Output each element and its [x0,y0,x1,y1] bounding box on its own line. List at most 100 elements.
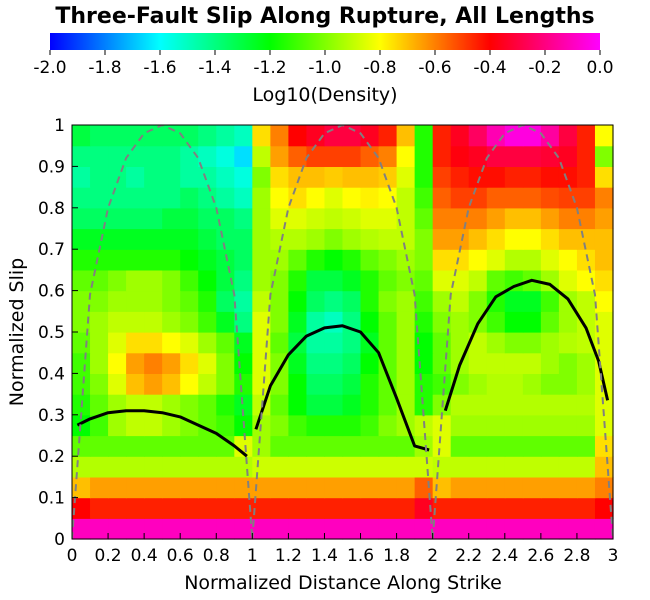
heatmap-cell [216,249,235,271]
colorbar-tick-label: -0.8 [363,58,396,78]
heatmap-cell [72,187,91,209]
heatmap-cell [558,497,578,519]
heatmap-cell [180,290,199,312]
heatmap-cell [216,166,235,188]
heatmap-cell [450,290,470,312]
heatmap-cell [90,187,109,209]
heatmap-cell [108,187,127,209]
colorbar-tick-label: -0.2 [528,58,561,78]
heatmap-cell [432,207,452,230]
heatmap-cell [540,414,560,437]
heatmap-cell [414,269,434,292]
heatmap-cell [576,187,596,209]
heatmap-cell [72,476,91,499]
heatmap-cell [270,269,289,292]
heatmap-cell [72,228,91,250]
heatmap-cell [468,456,488,478]
y-tick-label: 1 [54,116,65,136]
heatmap-cell [270,352,289,374]
heatmap-cell [540,373,560,395]
heatmap-cell [540,394,560,416]
heatmap-cell [486,352,506,374]
heatmap-cell [252,518,271,540]
heatmap-cell [486,414,506,437]
heatmap-cell [468,373,488,395]
curves [72,125,613,539]
heatmap-cell [216,125,235,147]
heatmap-cell [180,228,199,250]
heatmap-cell [234,332,253,354]
heatmap-cell [126,435,145,457]
heatmap-cell [468,352,488,374]
heatmap-cell [432,476,452,499]
heatmap-cell [108,435,127,457]
heatmap-cell [342,187,362,209]
heatmap-cell [360,476,380,499]
heatmap-cell [414,125,434,147]
heatmap-cell [198,456,217,478]
heatmap-cell [306,187,326,209]
heatmap-cell [108,166,127,188]
heatmap-cell [594,290,614,312]
heatmap-cell [504,332,524,354]
heatmap-cell [126,311,145,333]
x-tick-label: 2.8 [563,546,590,566]
heatmap-cell [198,311,217,333]
heatmap-cell [414,228,434,250]
heatmap-cell [324,373,344,395]
heatmap-cell [432,456,452,478]
heatmap-cell [342,497,362,519]
heatmap-cell [450,125,470,147]
heatmap-cell [522,290,542,312]
heatmap-cell [576,290,596,312]
heatmap-cell [306,269,326,292]
heatmap-cell [342,145,362,167]
heatmap-cell [198,352,217,374]
heatmap-cell [180,145,199,167]
colorbar-tick-label: -1.2 [253,58,286,78]
heatmap-cell [432,352,452,374]
heatmap-cell [234,249,253,271]
heatmap-cell [504,187,524,209]
heatmap-cell [450,476,470,499]
heatmap-cell [270,414,289,437]
heatmap-cell [270,456,289,478]
heatmap-cell [360,497,380,519]
heatmap-cell [486,145,506,167]
heatmap-cell [414,187,434,209]
heatmap-cell [522,373,542,395]
x-tick-label: 1.2 [275,546,302,566]
heatmap-cell [306,414,326,437]
colorbar-tick-label: -0.6 [418,58,451,78]
heatmap-cell [594,207,614,230]
heatmap-cell [180,249,199,271]
heatmap-cell [522,311,542,333]
heatmap-cell [558,311,578,333]
heatmap-cell [270,394,289,416]
heatmap-cell [414,145,434,167]
heatmap-cell [288,125,308,147]
heatmap-cell [360,207,380,230]
heatmap-cell [576,373,596,395]
heatmap-cell [162,373,181,395]
heatmap-cell [558,187,578,209]
heatmap-cell [396,435,416,457]
heatmap-cell [342,269,362,292]
colorbar-ticks: -2.0 -1.8 -1.6 -1.4 -1.2 -1.0 -0.8 -0.6 -0.4 -0.2… [33,50,614,78]
heatmap-cell [360,145,380,167]
y-tick-label: 0.7 [38,240,65,260]
heatmap-cell [378,187,398,209]
x-tick-label: 2.2 [455,546,482,566]
heatmap-cell [72,332,91,354]
heatmap-cell [126,228,145,250]
heatmap-cell [504,352,524,374]
heatmap-cell [558,332,578,354]
heatmap-cell [360,414,380,437]
heatmap-cell [216,145,235,167]
heatmap-cell [72,435,91,457]
heatmap-cell [72,373,91,395]
heatmap-cell [306,311,326,333]
heatmap-cell [396,125,416,147]
heatmap-cell [414,497,434,519]
heatmap-cell [324,269,344,292]
